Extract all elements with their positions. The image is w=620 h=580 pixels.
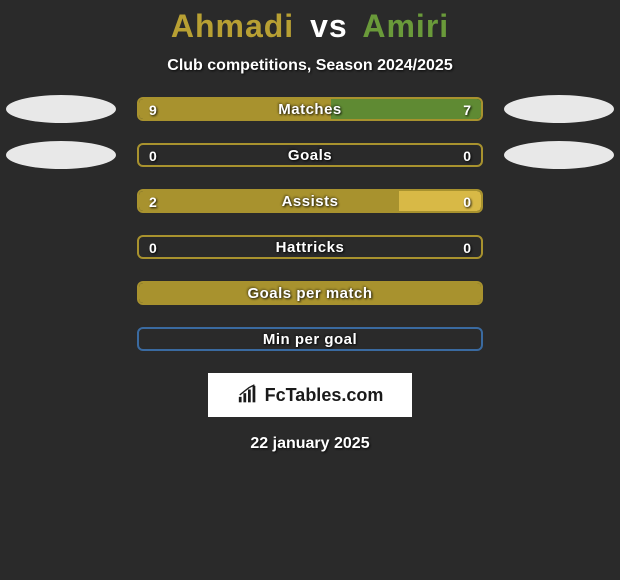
branding-text: FcTables.com <box>265 385 384 406</box>
page-title: Ahmadi vs Amiri <box>171 8 449 45</box>
stats-rows: Matches97Goals00Assists20Hattricks00Goal… <box>0 97 620 351</box>
player2-avatar-ellipse <box>504 141 614 169</box>
stat-row: Min per goal <box>0 327 620 351</box>
stat-label: Min per goal <box>139 331 481 348</box>
branding-badge: FcTables.com <box>208 373 412 417</box>
stat-bar-track: Hattricks0 0 <box>137 235 483 259</box>
stat-row: Hattricks0 0 <box>0 235 620 259</box>
stat-label: Goals <box>139 147 481 164</box>
stat-value-right: 0 <box>463 148 471 164</box>
stat-bar-track: Goals per match <box>137 281 483 305</box>
stat-label: Matches <box>139 101 481 118</box>
subtitle: Club competitions, Season 2024/2025 <box>167 57 452 75</box>
stat-row: Goals per match <box>0 281 620 305</box>
stat-value-left: 2 <box>149 194 157 210</box>
stat-value-right: 0 <box>463 194 471 210</box>
player1-avatar-ellipse <box>6 95 116 123</box>
player2-avatar-ellipse <box>504 95 614 123</box>
chart-bars-icon <box>237 384 259 406</box>
stat-value-left: 9 <box>149 102 157 118</box>
stat-bar-track: Min per goal <box>137 327 483 351</box>
stat-row: Goals0 0 <box>0 143 620 167</box>
stat-value-right: 7 <box>463 102 471 118</box>
stat-label: Assists <box>139 193 481 210</box>
stat-value-right: 0 <box>463 240 471 256</box>
stat-bar-track: Matches9 7 <box>137 97 483 121</box>
stat-bar-track: Goals0 0 <box>137 143 483 167</box>
stat-row: Assists2 0 <box>0 189 620 213</box>
stat-bar-track: Assists2 0 <box>137 189 483 213</box>
stat-label: Goals per match <box>139 285 481 302</box>
player2-name: Amiri <box>362 8 449 44</box>
stat-value-left: 0 <box>149 240 157 256</box>
date-text: 22 january 2025 <box>250 435 369 453</box>
vs-text: vs <box>310 8 348 44</box>
player1-avatar-ellipse <box>6 141 116 169</box>
player1-name: Ahmadi <box>171 8 294 44</box>
stat-label: Hattricks <box>139 239 481 256</box>
stat-value-left: 0 <box>149 148 157 164</box>
stat-row: Matches9 7 <box>0 97 620 121</box>
comparison-infographic: Ahmadi vs Amiri Club competitions, Seaso… <box>0 0 620 580</box>
